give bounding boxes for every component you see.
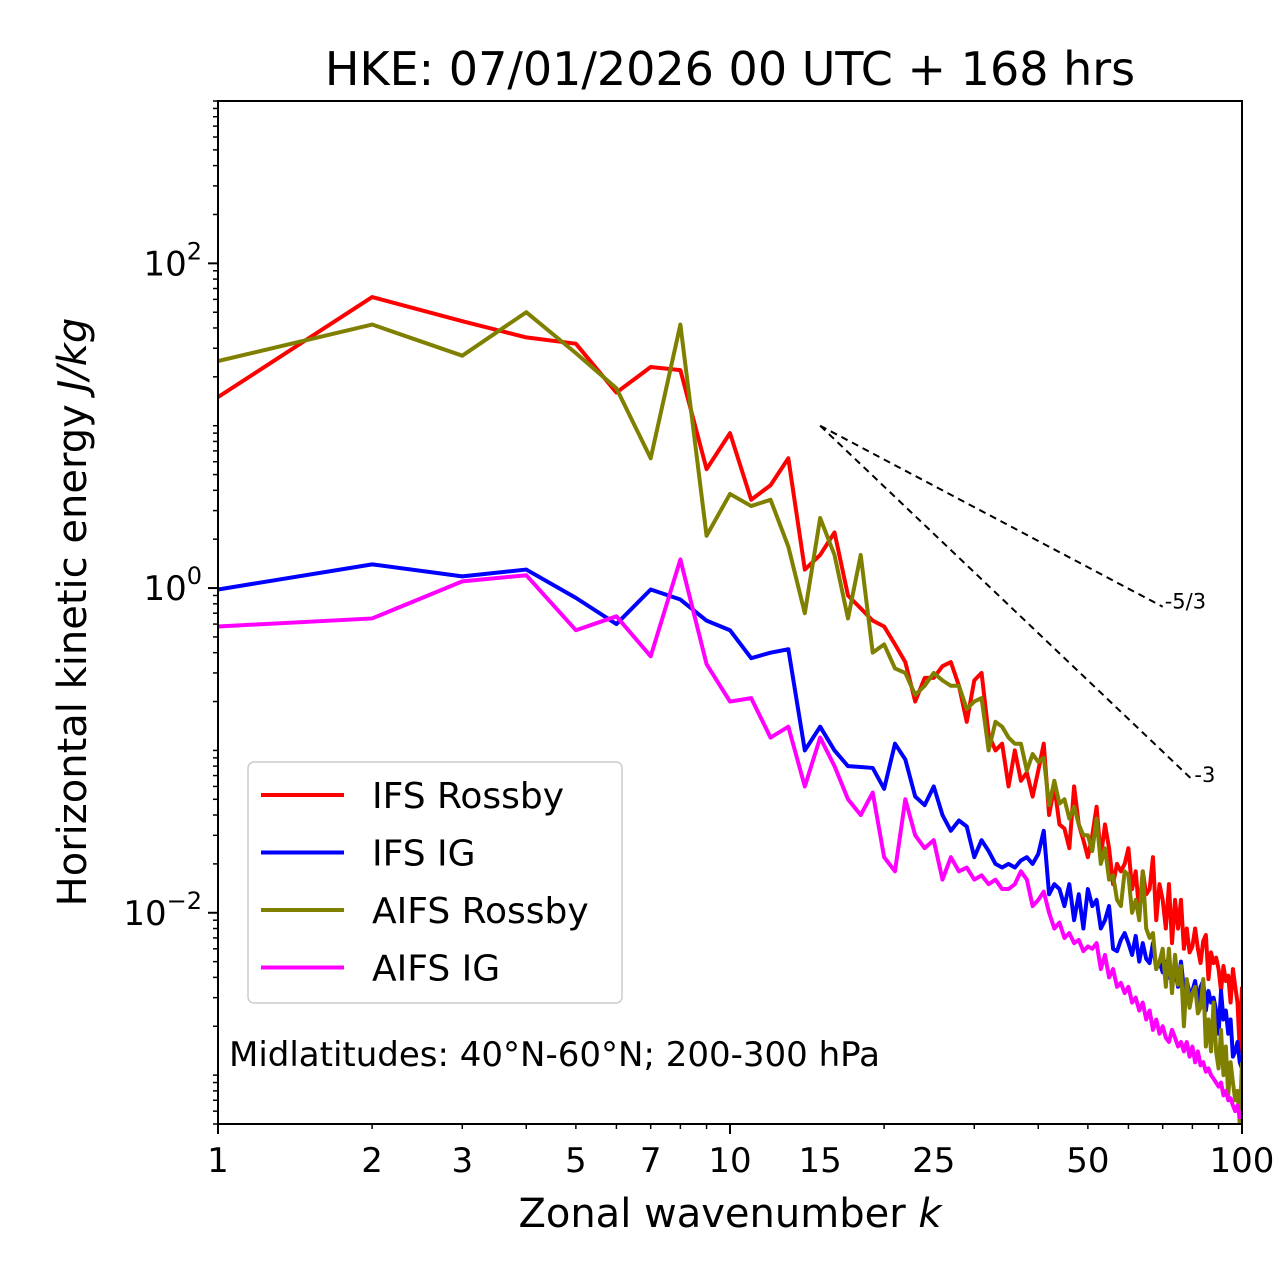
legend-entries: IFS Rossby IFS IG AIFS Rossby AIFS IG <box>261 776 589 990</box>
y-axis-label-text: Horizontal kinetic energy <box>50 404 96 906</box>
legend-label-aifs-rossby: AIFS Rossby <box>372 891 589 932</box>
y-tick-label: 102 <box>143 237 202 284</box>
region-annotation: Midlatitudes: 40°N-60°N; 200-300 hPa <box>229 1035 880 1075</box>
x-tick-label: 50 <box>1066 1141 1109 1181</box>
x-tick-label: 3 <box>451 1141 473 1181</box>
y-axis-label: Horizontal kinetic energy J/kg <box>50 318 96 907</box>
x-axis-label-text: Zonal wavenumber <box>518 1191 906 1237</box>
y-tick-label: 100 <box>143 562 202 609</box>
x-axis-label: Zonal wavenumber k <box>518 1191 943 1237</box>
x-tick-label: 15 <box>799 1141 842 1181</box>
legend-label-ifs-ig: IFS IG <box>372 834 476 875</box>
series-layer <box>218 295 1242 1124</box>
slope-line <box>819 424 1194 781</box>
slope-label: -3 <box>1194 763 1215 787</box>
reference-slopes: -5/3 -3 <box>819 424 1215 787</box>
series-line-aifs-ig <box>218 557 1242 1120</box>
x-tick-label: 25 <box>912 1141 955 1181</box>
slope-label: -5/3 <box>1165 590 1206 614</box>
x-axis: 1 2 3 5 7 10 15 25 50 100 <box>207 1124 1274 1181</box>
x-tick-label: 5 <box>565 1141 587 1181</box>
legend-label-ifs-rossby: IFS Rossby <box>372 776 564 817</box>
y-axis: 102 100 10−2 <box>123 100 218 1125</box>
legend-label-aifs-ig: AIFS IG <box>372 949 500 990</box>
x-tick-label: 100 <box>1210 1141 1275 1181</box>
x-tick-label: 1 <box>207 1141 229 1181</box>
x-tick-label: 7 <box>640 1141 662 1181</box>
y-axis-unit: J/kg <box>50 318 96 399</box>
y-tick-label: 10−2 <box>123 887 202 934</box>
slope-line <box>819 424 1164 608</box>
series-line-aifs-rossby <box>218 310 1242 1124</box>
legend-box <box>247 761 623 1004</box>
x-tick-label: 2 <box>361 1141 383 1181</box>
x-axis-variable: k <box>918 1191 943 1237</box>
chart-title: HKE: 07/01/2026 00 UTC + 168 hrs <box>325 42 1135 96</box>
x-tick-label: 10 <box>708 1141 751 1181</box>
legend: IFS Rossby IFS IG AIFS Rossby AIFS IG <box>247 761 623 1004</box>
